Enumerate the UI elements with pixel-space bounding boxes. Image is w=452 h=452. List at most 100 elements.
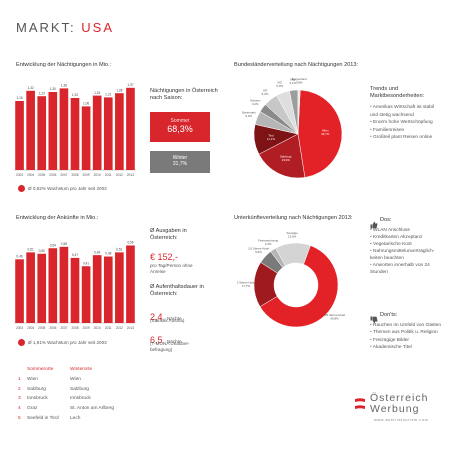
- tick-label-2012: 2012: [116, 173, 123, 177]
- slice-label-4-5-sterne-hotel: 4/5 Sterne Hotel: [324, 313, 345, 317]
- bar-2003: [15, 259, 24, 323]
- slice-value-1-2-sterne-hotel: 5,6%: [255, 250, 262, 254]
- bar-label-2005: 0,50: [39, 249, 45, 253]
- bar-2007: [59, 246, 69, 323]
- slice-value-k-rnten: 3,2%: [252, 102, 259, 106]
- chart3-heading: Entwicklung der Ankünfte in Mio.:: [16, 215, 99, 221]
- tick-label-2004: 2004: [27, 173, 34, 177]
- bar-label-2011: 1,21: [105, 93, 111, 97]
- slice-label-salzburg: Salzburg: [280, 154, 292, 158]
- donts-heading: Don'ts:: [380, 312, 398, 318]
- stay-value-1: 2,4 Nächte: [150, 312, 182, 322]
- summer-label: Sommer: [170, 118, 190, 124]
- stay-heading: Ø Aufenthaltsdauer in Österreich:: [150, 284, 204, 297]
- slice-sonstige: [275, 242, 311, 267]
- dos-item: Anworten innerhalb von 24 Stunden: [370, 262, 444, 276]
- bar-label-2013: 1,37: [127, 83, 133, 87]
- bar-label-2004: 1,32: [28, 86, 34, 90]
- summer-place: Seefeld in Tirol: [27, 415, 59, 421]
- slice-label-sonstige: Sonstige: [287, 231, 299, 235]
- summer-place: Innsbruck: [27, 396, 48, 402]
- tick-label-2006: 2006: [49, 173, 56, 177]
- dos-item: WLAN Anschluss: [370, 227, 444, 234]
- top-row: 2 Salzburg Salzburg: [18, 385, 128, 395]
- slice-label-vbg-: Vbg.: [290, 77, 296, 81]
- trends-list: Amerikas Wirtschaft ist stabil und steti…: [370, 104, 442, 142]
- top-row: 3 Innsbruck Innsbruck: [18, 394, 128, 404]
- winter-place: Wien: [70, 376, 81, 382]
- season-heading: Nächtigungen in Österreich nach Saison:: [150, 88, 218, 101]
- slice-4-5-sterne-hotel: [259, 245, 339, 328]
- bar-label-2007: 1,36: [61, 84, 67, 88]
- dos-item: Kreditkarten Akzeptanz: [370, 234, 444, 241]
- slice-value-o-: 5,2%: [262, 92, 269, 96]
- top-header: Sommerorte Winterorte: [27, 367, 93, 372]
- bar-label-2004: 0,51: [28, 248, 34, 252]
- stay-source-1: (Statistik Austria): [150, 318, 185, 323]
- tick-label-2003: 2003: [16, 173, 23, 177]
- top-row: 5 Seefeld in Tirol Lech: [18, 414, 128, 424]
- bar-2009: [81, 266, 91, 323]
- thumbs-up-icon: [370, 216, 378, 229]
- spend-heading: Ø Ausgaben in Österreich:: [150, 228, 187, 241]
- slice-wien: [297, 89, 343, 178]
- chart1-growth: Ø 0,92% Wachstum pro Jahr seit 2003: [28, 186, 107, 191]
- logo-url: www.austriatourism.com: [374, 418, 429, 422]
- bar-label-2010: 1,24: [94, 91, 100, 95]
- slice-salzburg: [258, 133, 306, 179]
- slice-label-wien: Wien: [322, 129, 329, 133]
- austria-flag-logo-icon: [355, 397, 365, 409]
- slice-label-2-sterne-hotel: 2 Sterne Hotel: [237, 280, 256, 284]
- bar-2007: [59, 88, 69, 170]
- donts-item: Rauchen im Umfeld von Gästen: [370, 322, 444, 329]
- bar-2012: [115, 93, 124, 170]
- bar-label-2008: 0,47: [72, 253, 78, 257]
- winter-place: Innsbruck: [70, 396, 91, 402]
- tick-label-2008: 2008: [71, 326, 78, 330]
- slice-value-ferienwohnung: 2,3%: [265, 242, 272, 246]
- tick-label-2004: 2004: [27, 326, 34, 330]
- slice-label-steiermark: Steiermark: [242, 111, 257, 115]
- summer-value: 68,3%: [167, 124, 193, 134]
- slice-value-steiermark: 5,0%: [245, 114, 252, 118]
- summer-place: Wien: [27, 376, 38, 382]
- tick-label-2005: 2005: [38, 173, 45, 177]
- slice-label-o-: OÖ: [263, 89, 268, 93]
- rank: 3: [18, 396, 21, 402]
- bar-label-2006: 0,54: [50, 243, 56, 247]
- bar-label-2008: 1,20: [72, 93, 78, 97]
- dos-item: Vegetarische Kost: [370, 241, 444, 248]
- winter-place: St. Anton am Arlberg: [70, 406, 114, 412]
- donts-list: Rauchen im Umfeld von GästenThemen aus P…: [370, 322, 444, 352]
- bar-2005: [37, 96, 47, 170]
- bar-2006: [48, 92, 58, 170]
- arrivals-chart: 0,46 2003 0,51 2004 0,50 2005 0,54 2006 0,55 2007…: [14, 241, 136, 330]
- donts-item: Themen aus Politik u. Religion: [370, 329, 444, 336]
- winter-box: Winter 31,7%: [150, 151, 210, 173]
- rank: 5: [18, 415, 21, 421]
- dos-heading: Dos:: [380, 217, 392, 223]
- slice-value-wien: 46,7%: [321, 132, 330, 136]
- winter-value: 31,7%: [172, 161, 188, 167]
- winter-label: Winter: [172, 155, 188, 161]
- logo-text: Österreich Werbung: [370, 392, 429, 415]
- bar-label-2012: 1,28: [116, 88, 122, 92]
- trend-item: Amerikas Wirtschaft ist stabil und steti…: [370, 104, 442, 119]
- slice-burgenland: [297, 89, 301, 135]
- donts-item: Freizügige Bilder: [370, 337, 444, 344]
- slice-label-burgenland: Burgenland: [292, 77, 307, 81]
- bar-label-2003: 1,15: [16, 96, 22, 100]
- bar-2008: [70, 98, 80, 170]
- tick-label-2011: 2011: [105, 173, 112, 177]
- trend-item: Großteil plant Reisen online: [370, 134, 442, 142]
- summer-place: Salzburg: [27, 386, 46, 392]
- tick-label-2007: 2007: [60, 173, 67, 177]
- slice-label-k-rnten: Kärnten: [250, 99, 261, 103]
- bar-label-2012: 0,51: [116, 248, 122, 252]
- bar-2011: [103, 97, 113, 170]
- tick-label-2013: 2013: [127, 326, 134, 330]
- bar-label-2007: 0,55: [61, 242, 67, 246]
- bar-2010: [92, 255, 102, 323]
- slice-value-tirol: 11,1%: [267, 137, 275, 141]
